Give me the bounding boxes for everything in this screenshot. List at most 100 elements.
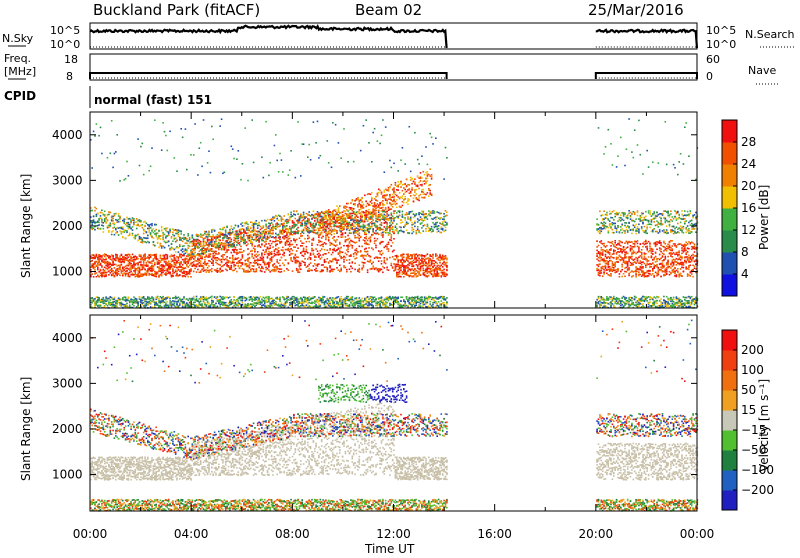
power-cell [146, 232, 148, 234]
power-cell [139, 236, 141, 238]
power-cell [171, 275, 173, 277]
power-cell [224, 297, 226, 299]
power-cell [133, 218, 135, 220]
power-cell [217, 299, 219, 301]
power-cell [197, 236, 199, 238]
power-cell [211, 296, 213, 298]
power-cell [235, 247, 237, 249]
power-cell [174, 263, 176, 265]
power-cell [111, 302, 113, 304]
power-cell [126, 232, 128, 234]
power-cell [140, 225, 142, 227]
power-cell [148, 257, 150, 259]
power-cell [189, 304, 191, 306]
power-cell [125, 238, 127, 240]
power-cell [204, 231, 206, 233]
power-cell [226, 236, 228, 238]
power-cell [231, 267, 233, 269]
power-cell [257, 251, 259, 253]
power-cell [236, 253, 238, 255]
power-cell [146, 275, 148, 277]
power-cell [233, 299, 235, 301]
power-cell [133, 265, 135, 267]
power-cell [157, 298, 159, 300]
power-cell [104, 271, 106, 273]
power-cell [169, 131, 171, 133]
power-cell [193, 245, 195, 247]
power-cell [142, 143, 144, 145]
power-cell [244, 239, 246, 241]
power-cell [94, 135, 96, 137]
power-cell [200, 257, 202, 259]
power-cell [169, 268, 171, 270]
power-cell [140, 222, 142, 224]
power-cell [200, 236, 202, 238]
power-cell [251, 119, 253, 121]
power-cell [143, 299, 145, 301]
power-cell [150, 298, 152, 300]
power-cell [96, 276, 98, 278]
power-cell [123, 296, 125, 298]
power-cell [236, 236, 238, 238]
power-cell [103, 275, 105, 277]
power-cell [178, 234, 180, 236]
power-cell [240, 249, 242, 251]
power-cell [101, 261, 103, 263]
power-cell [225, 236, 227, 238]
power-cell [218, 239, 220, 241]
power-cell [185, 299, 187, 301]
power-cell [211, 298, 213, 300]
power-cell [199, 272, 201, 274]
power-cell [98, 258, 100, 260]
power-cell [162, 300, 164, 302]
power-cell [176, 271, 178, 273]
power-cell [194, 244, 196, 246]
power-cell [251, 242, 253, 244]
power-cell [119, 218, 121, 220]
power-cell [172, 273, 174, 275]
power-cell [129, 234, 131, 236]
power-cell [235, 235, 237, 237]
power-cell [247, 235, 249, 237]
power-cell [240, 237, 242, 239]
power-cell [103, 225, 105, 227]
power-cell [143, 274, 145, 276]
power-cell [250, 262, 252, 264]
power-cell [215, 246, 217, 248]
power-cell [121, 254, 123, 256]
power-cell [126, 267, 128, 269]
power-cell [182, 246, 184, 248]
power-cell [196, 300, 198, 302]
power-cell [242, 262, 244, 264]
power-cell [136, 298, 138, 300]
power-cell [236, 238, 238, 240]
power-cell [204, 263, 206, 265]
power-cell [231, 244, 233, 246]
power-cell [217, 300, 219, 302]
power-cell [233, 264, 235, 266]
power-cell [148, 170, 150, 172]
power-cell [118, 234, 120, 236]
power-cell [105, 274, 107, 276]
power-cell [174, 266, 176, 268]
power-cell [143, 233, 145, 235]
power-cell [189, 265, 191, 267]
power-cell [142, 273, 144, 275]
power-cell [225, 248, 227, 250]
power-cell [114, 298, 116, 300]
power-cell [182, 241, 184, 243]
power-cell [150, 254, 152, 256]
power-cell [186, 302, 188, 304]
power-cell [233, 234, 235, 236]
power-cell [233, 296, 235, 298]
power-cell [217, 263, 219, 265]
power-cell [140, 254, 142, 256]
power-cell [185, 258, 187, 260]
power-cell [165, 254, 167, 256]
power-cell [123, 269, 125, 271]
power-cell [201, 249, 203, 251]
power-cell [94, 210, 96, 212]
power-cell [94, 269, 96, 271]
power-cell [251, 224, 253, 226]
power-cell [121, 303, 123, 305]
